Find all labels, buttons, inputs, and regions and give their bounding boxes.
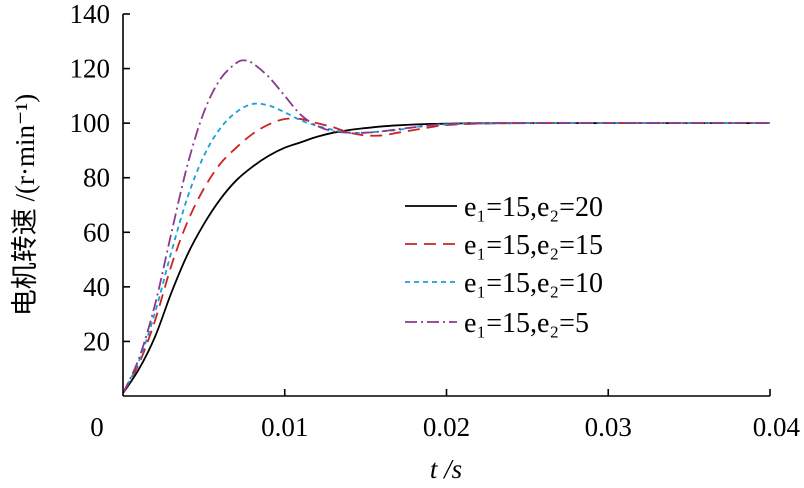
tick-layer: 20 40 60 80 100 120 140 0 0.01 0.02 0.03 0.04	[70, 0, 801, 442]
legend-label-4: e₁=15,e₂=5	[464, 308, 589, 339]
x-tick-label: 0	[90, 412, 104, 442]
y-tick-label: 100	[70, 108, 111, 138]
x-axis-label: t /s	[430, 454, 462, 484]
x-tick-label: 0.01	[261, 412, 308, 442]
x-tick-label: 0.03	[585, 412, 632, 442]
x-tick-label: 0.02	[423, 412, 470, 442]
y-tick-label: 80	[83, 163, 110, 193]
y-tick-label: 140	[70, 0, 111, 29]
y-tick-label: 120	[70, 54, 111, 84]
y-tick-label: 20	[83, 326, 110, 356]
x-tick-label: 0.04	[753, 412, 801, 442]
legend-label-2: e₁=15,e₂=15	[464, 230, 603, 261]
series-line-4	[122, 59, 770, 394]
legend: e₁=15,e₂=20 e₁=15,e₂=15 e₁=15,e₂=10 e₁=15,e…	[405, 192, 603, 339]
y-tick-label: 60	[83, 217, 110, 247]
legend-label-3: e₁=15,e₂=10	[464, 268, 603, 299]
y-tick-label: 40	[83, 272, 110, 302]
legend-label-1: e₁=15,e₂=20	[464, 192, 603, 223]
y-axis-label: 电机转速 /(r·min⁻¹)	[10, 94, 40, 317]
series-layer	[122, 59, 770, 394]
series-line-3	[122, 102, 770, 394]
series-line-2	[122, 117, 770, 394]
